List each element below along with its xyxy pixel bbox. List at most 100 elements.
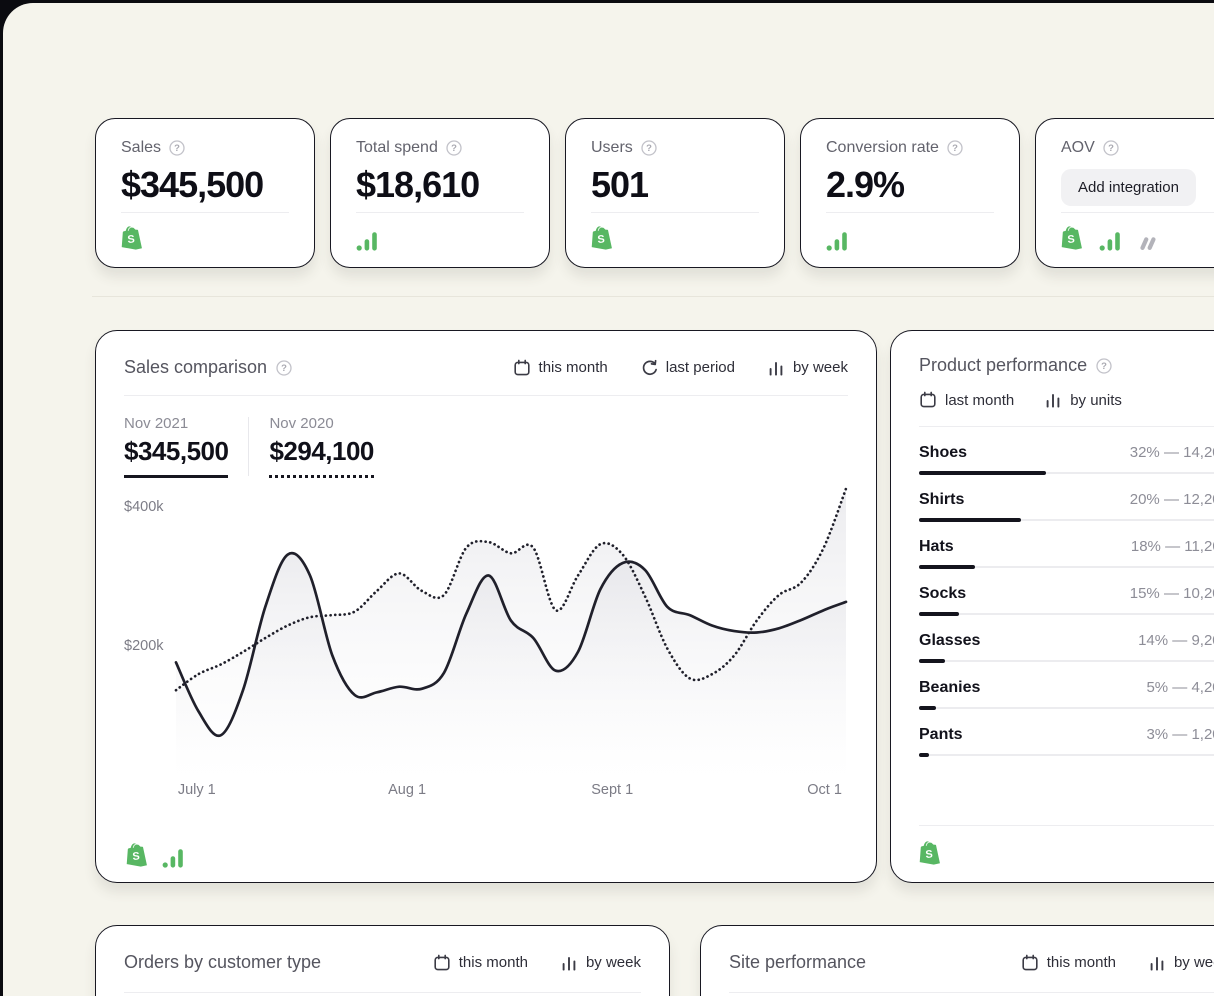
shopify-icon: [126, 842, 149, 868]
legend-period-label: Nov 2020: [269, 415, 334, 432]
analytics-icon: [162, 848, 186, 868]
sales-comparison-title: Sales comparison: [124, 357, 268, 377]
divider: [121, 212, 289, 213]
sales-comparison-card: Sales comparison this month last period …: [95, 330, 877, 883]
product-row: Beanies 5% — 4,200: [919, 679, 1214, 710]
kpi-title-sales: Sales: [121, 139, 162, 156]
product-bar-track: [919, 753, 1214, 757]
product-bar-track: [919, 659, 1214, 663]
divider: [591, 212, 759, 213]
product-row: Hats 18% — 11,200: [919, 538, 1214, 569]
dashboard-panel: Sales $345,500 Total spend $18,610 Users: [3, 3, 1214, 996]
product-row: Glasses 14% — 9,200: [919, 632, 1214, 663]
divider: [919, 426, 1214, 427]
comparison-legend: Nov 2021 $345,500 Nov 2020 $294,100: [124, 415, 848, 478]
divider: [729, 992, 1214, 993]
kpi-value-users: 501: [591, 164, 649, 205]
chart-line-solid: [174, 551, 848, 738]
calendar-icon: [433, 954, 451, 972]
product-label[interactable]: Glasses: [919, 632, 981, 649]
product-bar: [919, 659, 945, 663]
analytics-icon: [356, 231, 380, 251]
kpi-title-users: Users: [591, 139, 633, 156]
product-bar-track: [919, 706, 1214, 710]
bars-icon: [767, 359, 785, 377]
product-label[interactable]: Shoes: [919, 444, 968, 461]
chart-area-dotted: [176, 488, 846, 774]
help-icon[interactable]: [947, 140, 963, 156]
product-value: 20% — 12,200: [1129, 491, 1214, 508]
product-bar-track: [919, 565, 1214, 569]
kpi-title-aov: AOV: [1061, 139, 1095, 156]
kpi-card-conversion-rate: Conversion rate 2.9%: [800, 118, 1020, 268]
slashes-icon: [1138, 236, 1159, 251]
control-this-month[interactable]: this month: [1021, 954, 1116, 972]
bars-icon: [1148, 954, 1166, 972]
control-this-month[interactable]: this month: [513, 359, 608, 377]
calendar-icon: [919, 391, 937, 409]
divider: [124, 395, 848, 396]
product-bar-track: [919, 518, 1214, 522]
help-icon[interactable]: [276, 360, 292, 376]
calendar-icon: [513, 359, 531, 377]
product-bar-track: [919, 612, 1214, 616]
section-divider: [92, 296, 1214, 297]
product-label[interactable]: Socks: [919, 585, 967, 602]
bars-icon: [560, 954, 578, 972]
product-label[interactable]: Pants: [919, 726, 963, 743]
control-this-month[interactable]: this month: [433, 954, 528, 972]
y-axis-tick: $400k: [124, 499, 164, 515]
control-by-units[interactable]: by units: [1044, 391, 1122, 409]
shopify-icon: [121, 225, 144, 251]
product-bar: [919, 753, 929, 757]
product-bar: [919, 518, 1022, 522]
control-last-month[interactable]: last month: [919, 391, 1014, 409]
product-row: Shoes 32% — 14,200: [919, 444, 1214, 475]
refresh-icon: [640, 359, 658, 377]
analytics-icon: [826, 231, 850, 251]
product-value: 15% — 10,200: [1129, 585, 1214, 602]
help-icon[interactable]: [1096, 358, 1112, 374]
product-value: 5% — 4,200: [1146, 679, 1214, 696]
product-value: 3% — 1,200: [1146, 726, 1214, 743]
product-bar-track: [919, 471, 1214, 475]
help-icon[interactable]: [641, 140, 657, 156]
divider: [826, 212, 994, 213]
product-label[interactable]: Hats: [919, 538, 954, 555]
help-icon[interactable]: [1103, 140, 1119, 156]
kpi-card-sales: Sales $345,500: [95, 118, 315, 268]
divider: [919, 825, 1214, 826]
help-icon[interactable]: [446, 140, 462, 156]
site-performance-card: Site performance this month by week: [700, 925, 1214, 996]
bottom-row: Orders by customer type this month by we…: [95, 925, 1214, 996]
product-row: Shirts 20% — 12,200: [919, 491, 1214, 522]
shopify-icon: [1061, 225, 1084, 251]
control-by-week[interactable]: by week: [1148, 954, 1214, 972]
legend-period-label: Nov 2021: [124, 415, 189, 432]
control-by-week[interactable]: by week: [560, 954, 641, 972]
kpi-title-conversion-rate: Conversion rate: [826, 139, 939, 156]
product-value: 14% — 9,200: [1138, 632, 1214, 649]
add-integration-button[interactable]: Add integration: [1061, 169, 1196, 206]
calendar-icon: [1021, 954, 1039, 972]
shopify-icon: [919, 840, 942, 866]
kpi-card-users: Users 501: [565, 118, 785, 268]
kpi-value-conversion-rate: 2.9%: [826, 164, 905, 205]
product-value: 32% — 14,200: [1129, 444, 1214, 461]
product-bar: [919, 706, 936, 710]
x-axis-tick: Oct 1: [807, 782, 842, 798]
product-label[interactable]: Shirts: [919, 491, 965, 508]
control-last-period[interactable]: last period: [640, 359, 735, 377]
orders-by-customer-type-card: Orders by customer type this month by we…: [95, 925, 670, 996]
divider: [1061, 212, 1214, 213]
orders-card-title: Orders by customer type: [124, 952, 322, 972]
control-by-week[interactable]: by week: [767, 359, 848, 377]
product-performance-title: Product performance: [919, 355, 1088, 375]
help-icon[interactable]: [169, 140, 185, 156]
kpi-title-total-spend: Total spend: [356, 139, 438, 156]
x-axis-tick: Sept 1: [591, 782, 633, 798]
main-row: Sales comparison this month last period …: [95, 330, 1214, 883]
product-value: 18% — 11,200: [1130, 538, 1214, 555]
shopify-icon: [591, 225, 614, 251]
product-label[interactable]: Beanies: [919, 679, 981, 696]
